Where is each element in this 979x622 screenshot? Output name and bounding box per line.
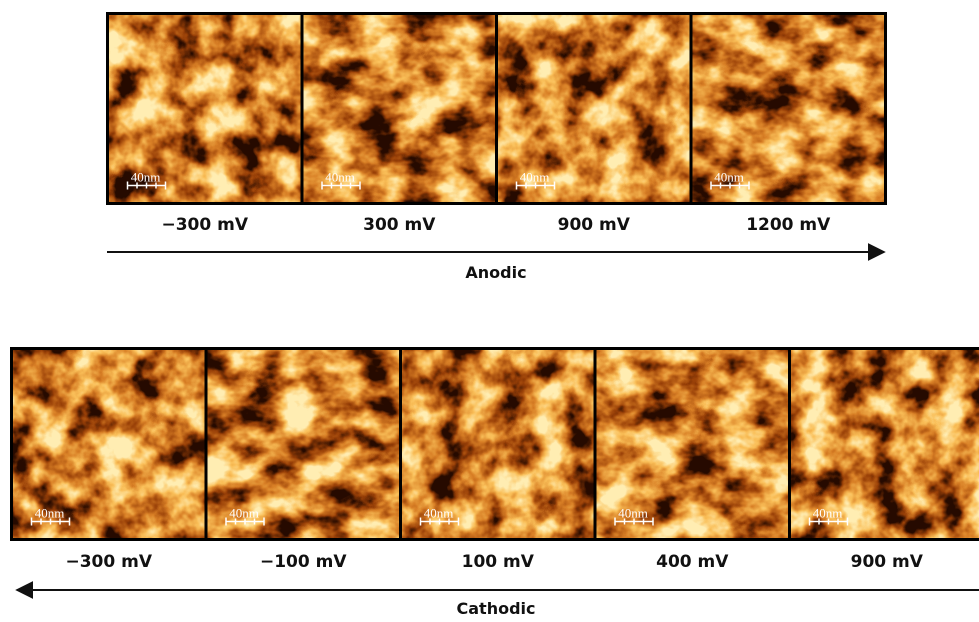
voltage-label: 400 mV xyxy=(656,552,729,572)
scale-bar xyxy=(225,517,265,526)
scale-bar-label: 40nm xyxy=(424,506,454,521)
scale-bar-label: 40nm xyxy=(714,170,744,185)
scale-bar-label: 40nm xyxy=(35,506,65,521)
voltage-label: 300 mV xyxy=(363,215,436,235)
afm-image xyxy=(788,347,979,541)
scale-bar-label: 40nm xyxy=(618,506,648,521)
scale-bar-label: 40nm xyxy=(520,170,550,185)
afm-image xyxy=(593,347,791,541)
voltage-label: 900 mV xyxy=(851,552,924,572)
afm-image xyxy=(204,347,402,541)
voltage-label: −100 mV xyxy=(260,552,347,572)
scale-bar xyxy=(126,181,167,190)
anodic-label: Anodic xyxy=(465,263,526,282)
cathodic-label: Cathodic xyxy=(457,599,536,618)
scale-bar xyxy=(515,181,556,190)
voltage-label: 900 mV xyxy=(558,215,631,235)
scale-bar xyxy=(419,517,460,526)
scale-bar-label: 40nm xyxy=(813,506,843,521)
afm-image xyxy=(399,347,597,541)
voltage-label: −300 mV xyxy=(65,552,152,572)
scale-bar xyxy=(321,181,361,190)
scale-bar xyxy=(808,517,849,526)
scale-bar-label: 40nm xyxy=(325,170,355,185)
scale-bar-label: 40nm xyxy=(131,170,161,185)
image-border xyxy=(689,12,887,205)
scale-bar xyxy=(614,517,654,526)
voltage-label: 1200 mV xyxy=(746,215,831,235)
image-border xyxy=(788,347,979,541)
voltage-label: −300 mV xyxy=(161,215,248,235)
scale-bar-label: 40nm xyxy=(229,506,259,521)
scale-bar xyxy=(30,517,71,526)
scale-bar xyxy=(710,181,750,190)
voltage-label: 100 mV xyxy=(462,552,535,572)
